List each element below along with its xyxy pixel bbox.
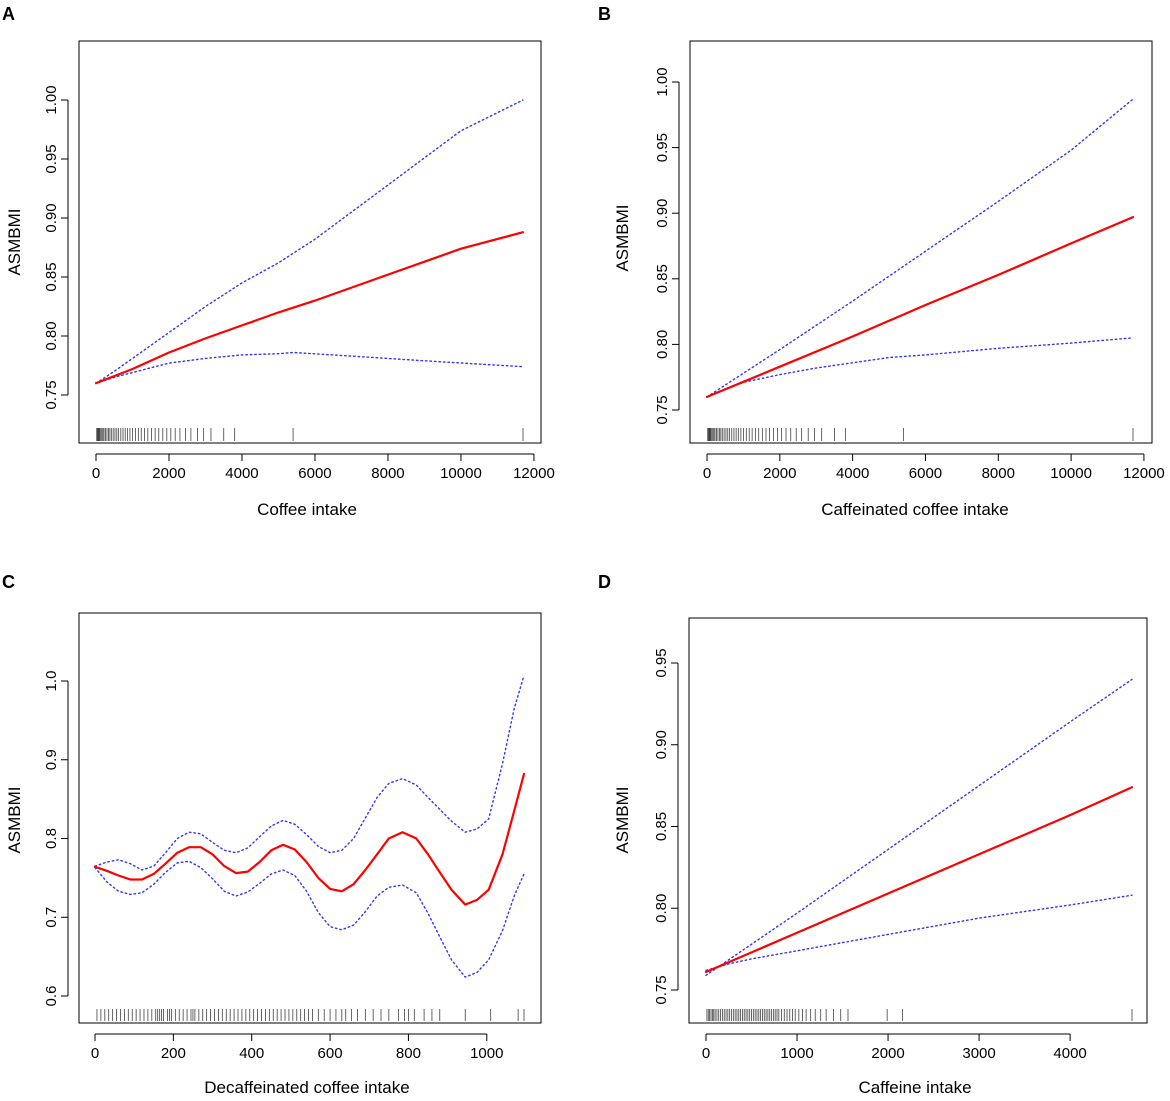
panel-a-rug	[96, 428, 524, 441]
panel-b-y-tick-label: 0.85	[654, 264, 671, 293]
panel-b-x-tick-label: 2000	[763, 465, 796, 482]
panel-c-y-label: ASMBMI	[5, 786, 24, 853]
panel-b-x-tick-label: 10000	[1050, 465, 1092, 482]
panel-d-x-tick-label: 1000	[780, 1045, 813, 1062]
panel-b-y-tick-label: 1.00	[654, 67, 671, 96]
panel-d-x-tick-label: 4000	[1053, 1045, 1086, 1062]
panel-d-x-tick-label: 2000	[871, 1045, 904, 1062]
panel-a-x-axis: 0 2000 4000 6000 8000 10000 12000	[92, 453, 555, 482]
panel-a-y-tick-label: 1.00	[43, 85, 60, 114]
panel-a-estimate-line	[94, 231, 525, 385]
panel-d-x-label: Caffeine intake	[858, 1078, 971, 1097]
panel-c-y-tick-label: 0.6	[43, 986, 60, 1007]
panel-c-x-tick-label: 200	[161, 1045, 186, 1062]
panel-d-y-label: ASMBMI	[613, 786, 632, 853]
panel-c-letter: C	[2, 572, 15, 592]
panel-a-y-tick-label: 0.95	[43, 144, 60, 173]
panel-b-x-axis: 0 2000 4000 6000 8000 10000 12000	[703, 453, 1165, 482]
panel-c-x-tick-label: 400	[239, 1045, 264, 1062]
panel-a-y-label: ASMBMI	[5, 208, 24, 275]
panel-c-lower-ci-line	[94, 860, 525, 978]
panel-b-x-tick-label: 12000	[1123, 465, 1165, 482]
panel-b-upper-ci-line	[706, 98, 1134, 398]
panel-b-y-tick-label: 0.90	[654, 199, 671, 228]
panel-c-x-label: Decaffeinated coffee intake	[204, 1078, 409, 1097]
panel-a-y-axis: 0.75 0.80 0.85 0.90 0.95 1.00	[43, 85, 69, 410]
panel-d-lower-ci-line	[705, 894, 1133, 972]
panel-d-letter: D	[598, 572, 611, 592]
panel-b-x-tick-label: 0	[703, 465, 711, 482]
panel-c-x-axis: 0 200 400 600 800 1000	[91, 1033, 503, 1062]
panel-b-rug	[707, 428, 1134, 441]
panel-d-y-axis: 0.75 0.80 0.85 0.90 0.95	[653, 648, 679, 1005]
panel-d-x-axis: 0 1000 2000 3000 4000	[702, 1033, 1087, 1062]
panel-c-x-tick-label: 800	[396, 1045, 421, 1062]
panel-d-y-tick-label: 0.85	[653, 812, 670, 841]
panel-b-x-tick-label: 4000	[836, 465, 869, 482]
panel-c-y-tick-label: 0.9	[43, 749, 60, 770]
panel-a-lower-ci-line	[95, 351, 524, 384]
panel-c-x-tick-label: 1000	[470, 1045, 503, 1062]
panel-a-letter: A	[2, 4, 15, 24]
panel-d: D 0 1000 2000 3000 4000 0.75 0.80 0.85 0.90 0.95…	[598, 572, 1148, 1097]
panel-c-plot-box	[78, 612, 542, 1024]
panel-c-rug	[96, 1009, 525, 1021]
panel-d-rug	[706, 1009, 1133, 1021]
panel-c-y-tick-label: 0.7	[43, 907, 60, 928]
panel-a-x-tick-label: 0	[92, 465, 100, 482]
panel-b-x-tick-label: 6000	[909, 465, 942, 482]
panel-c-estimate-line	[93, 772, 526, 906]
panel-b-y-tick-label: 0.80	[654, 330, 671, 359]
panel-b-series	[705, 98, 1135, 398]
panel-c-x-tick-label: 600	[318, 1045, 343, 1062]
panel-d-estimate-line	[704, 786, 1134, 974]
panel-b-y-tick-label: 0.75	[654, 395, 671, 424]
panel-a-x-tick-label: 6000	[298, 465, 331, 482]
panel-d-y-tick-label: 0.80	[653, 894, 670, 923]
panel-b-plot-box	[689, 40, 1153, 444]
panel-a-plot-box	[78, 40, 542, 444]
panel-b-lower-ci-line	[706, 337, 1134, 398]
panel-b-x-tick-label: 8000	[982, 465, 1015, 482]
panel-b-y-axis: 0.75 0.80 0.85 0.90 0.95 1.00	[654, 67, 680, 425]
panel-b-y-tick-label: 0.95	[654, 133, 671, 162]
panel-a-x-label: Coffee intake	[257, 500, 357, 519]
panel-c-y-tick-label: 0.8	[43, 828, 60, 849]
panel-d-y-tick-label: 0.95	[653, 648, 670, 677]
panel-a-x-tick-label: 8000	[371, 465, 404, 482]
panel-d-x-tick-label: 0	[702, 1045, 710, 1062]
panel-a-y-tick-label: 0.80	[43, 321, 60, 350]
panel-d-upper-ci-line	[705, 678, 1133, 976]
panel-a-y-tick-label: 0.85	[43, 262, 60, 291]
panel-b-y-label: ASMBMI	[613, 204, 632, 271]
panel-a-x-tick-label: 10000	[440, 465, 482, 482]
panel-d-y-tick-label: 0.75	[653, 975, 670, 1004]
panel-c: C 0 200 400 600 800 1000 0.6 0.7 0.8 0.9 1.0 Deca…	[2, 572, 542, 1097]
panel-c-series	[93, 674, 526, 978]
panel-b-x-label: Caffeinated coffee intake	[821, 500, 1008, 519]
panel-a-x-tick-label: 4000	[225, 465, 258, 482]
panel-a-x-tick-label: 2000	[152, 465, 185, 482]
panel-c-upper-ci-line	[94, 674, 525, 871]
panel-b: B 0 2000 4000 6000 8000 10000 12000 0.750.800.…	[598, 4, 1165, 519]
panel-a-y-tick-label: 0.90	[43, 203, 60, 232]
panel-d-y-tick-label: 0.90	[653, 730, 670, 759]
panel-b-estimate-line	[705, 216, 1135, 398]
panel-c-x-tick-label: 0	[91, 1045, 99, 1062]
panel-a-upper-ci-line	[95, 99, 524, 384]
panel-d-x-tick-label: 3000	[962, 1045, 995, 1062]
panel-a-x-tick-label: 12000	[513, 465, 555, 482]
panel-b-letter: B	[598, 4, 611, 24]
panel-a: A 0 2000 4000 6000 8000 10000 12000 0.750.800.…	[2, 4, 555, 519]
panel-c-y-tick-label: 1.0	[43, 671, 60, 692]
panel-a-series	[94, 99, 525, 385]
panel-d-series	[704, 678, 1134, 976]
panel-d-plot-box	[688, 617, 1148, 1024]
panel-c-y-axis: 0.6 0.7 0.8 0.9 1.0	[43, 671, 69, 1007]
panel-a-y-tick-label: 0.75	[43, 380, 60, 409]
